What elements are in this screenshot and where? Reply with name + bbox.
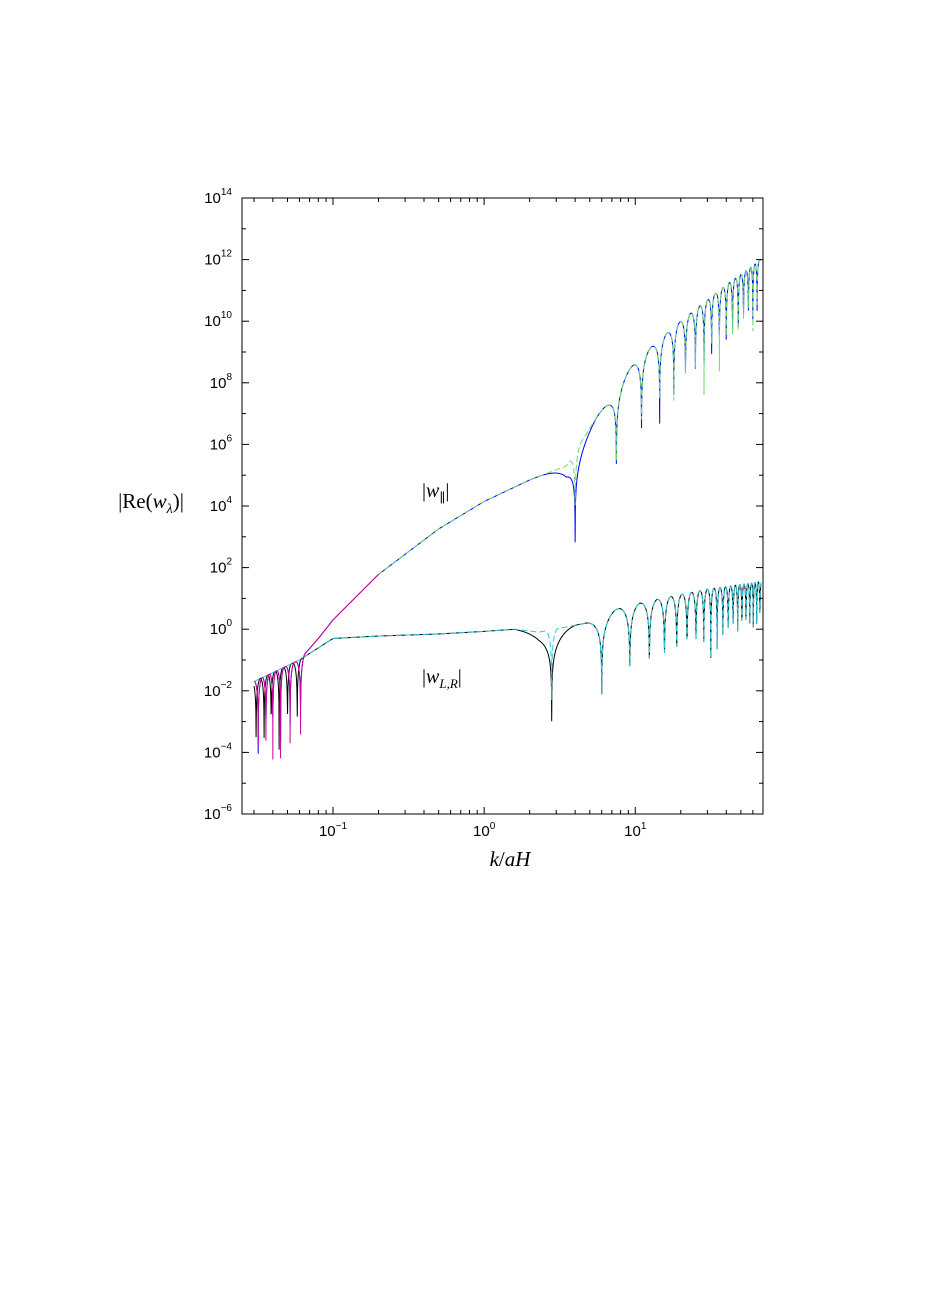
y-axis-title: |Re(wλ)| bbox=[118, 489, 184, 517]
series-line-5 bbox=[253, 574, 379, 760]
y-tick-label: 104 bbox=[210, 495, 233, 515]
annotation-w-parallel: |w∥| bbox=[422, 480, 449, 505]
tick-layer: 10−1 100 101 10−6 10−4 10−2 100 102 104 106 108 101… bbox=[204, 187, 764, 840]
y-tick-label: 10−6 bbox=[204, 803, 233, 823]
series-line-2 bbox=[253, 581, 762, 750]
y-tick-label: 1012 bbox=[204, 249, 232, 269]
y-tick-label: 106 bbox=[210, 433, 233, 453]
y-tick-label: 1014 bbox=[204, 187, 232, 207]
series-line-4 bbox=[332, 259, 762, 621]
y-tick-label: 100 bbox=[210, 618, 233, 638]
series-line-3 bbox=[253, 581, 762, 701]
series-line-1 bbox=[253, 259, 762, 754]
x-tick-label: 101 bbox=[624, 821, 647, 840]
y-tick-label: 1010 bbox=[204, 310, 232, 330]
y-tick-label: 10−2 bbox=[204, 680, 233, 700]
x-tick-label: 10−1 bbox=[319, 821, 348, 840]
x-axis-title: k/aH bbox=[490, 847, 533, 871]
series-layer bbox=[253, 259, 762, 760]
annotation-w-lr: |wL,R| bbox=[422, 666, 462, 691]
y-tick-label: 108 bbox=[210, 372, 233, 392]
y-tick-label: 102 bbox=[210, 557, 233, 577]
y-tick-label: 10−4 bbox=[204, 741, 233, 761]
plot-frame bbox=[241, 197, 764, 815]
x-tick-label: 100 bbox=[473, 821, 496, 840]
